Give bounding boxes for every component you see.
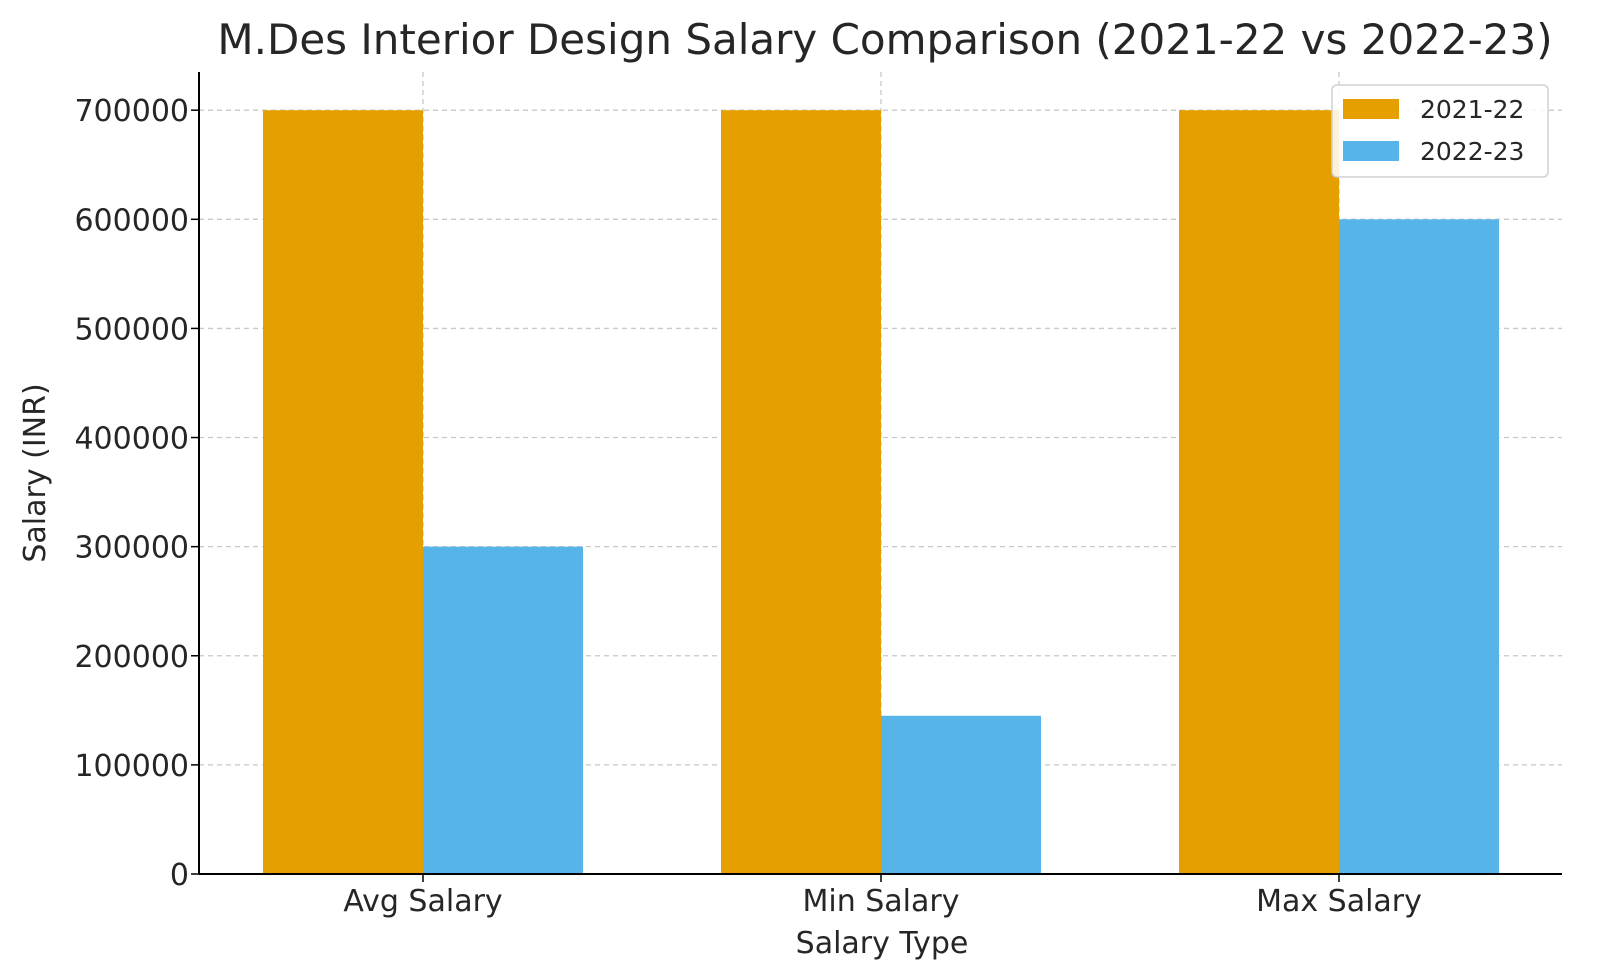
x-tick-label: Max Salary [1256,884,1422,919]
x-tick-label: Min Salary [802,884,959,919]
bar-2021-22-avg-salary [263,110,423,874]
x-axis-label: Salary Type [796,926,969,961]
y-tick-label: 400000 [74,422,189,457]
y-tick-label: 300000 [74,531,189,566]
bar-2022-23-min-salary [881,715,1041,874]
legend: 2021-22 2022-23 [1331,84,1549,178]
ticks-layer: 0 100000 200000 300000 400000 500000 600000 700… [74,94,1421,919]
bar-2022-23-avg-salary [423,546,583,874]
bar-2021-22-max-salary [1179,110,1339,874]
y-tick-label: 700000 [74,94,189,129]
y-tick-label: 100000 [74,749,189,784]
y-axis-label: Salary (INR) [18,383,53,562]
x-tick-label: Avg Salary [343,884,502,919]
bars-layer [263,110,1499,874]
y-tick-label: 500000 [74,312,189,347]
legend-swatch [1343,141,1399,161]
y-tick-label: 600000 [74,203,189,238]
bar-2021-22-min-salary [721,110,881,874]
y-tick-label: 200000 [74,640,189,675]
legend-label: 2022-23 [1420,137,1524,166]
legend-label: 2021-22 [1420,95,1524,124]
bar-2022-23-max-salary [1339,219,1499,874]
legend-swatch [1343,99,1399,119]
y-tick-label: 0 [170,858,189,893]
chart-title: M.Des Interior Design Salary Comparison … [217,15,1552,64]
